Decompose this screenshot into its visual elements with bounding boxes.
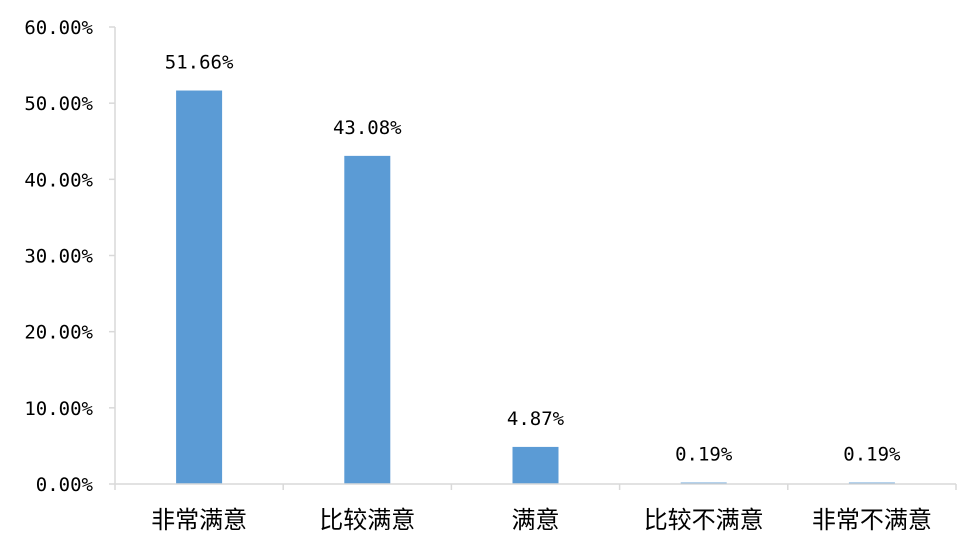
y-tick-label: 10.00% xyxy=(24,398,93,420)
data-label: 0.19% xyxy=(843,444,901,466)
bar xyxy=(176,90,223,484)
x-category-label: 非常满意 xyxy=(151,506,247,534)
data-label: 51.66% xyxy=(165,52,234,74)
x-category-label: 满意 xyxy=(512,506,560,534)
x-category-label: 非常不满意 xyxy=(812,506,932,534)
y-axis: 0.00% 10.00% 20.00% 30.00% 40.00% 50.00% 60.00… xyxy=(24,17,116,496)
data-labels: 51.66% 43.08% 4.87% 0.19% 0.19% xyxy=(165,52,901,466)
bar xyxy=(344,155,391,484)
bar xyxy=(512,446,559,484)
x-axis: 非常满意 比较满意 满意 比较不满意 非常不满意 xyxy=(114,483,957,534)
y-tick-label: 30.00% xyxy=(24,246,93,268)
x-category-label: 比较不满意 xyxy=(644,506,764,534)
data-label: 4.87% xyxy=(507,408,565,430)
bars xyxy=(176,90,895,484)
y-tick-label: 60.00% xyxy=(24,17,93,39)
x-category-label: 比较满意 xyxy=(319,506,415,534)
y-tick-label: 50.00% xyxy=(24,93,93,115)
data-label: 0.19% xyxy=(675,444,733,466)
y-tick-label: 40.00% xyxy=(24,169,93,191)
data-label: 43.08% xyxy=(333,117,402,139)
y-tick-label: 0.00% xyxy=(36,474,94,496)
y-tick-label: 20.00% xyxy=(24,322,93,344)
